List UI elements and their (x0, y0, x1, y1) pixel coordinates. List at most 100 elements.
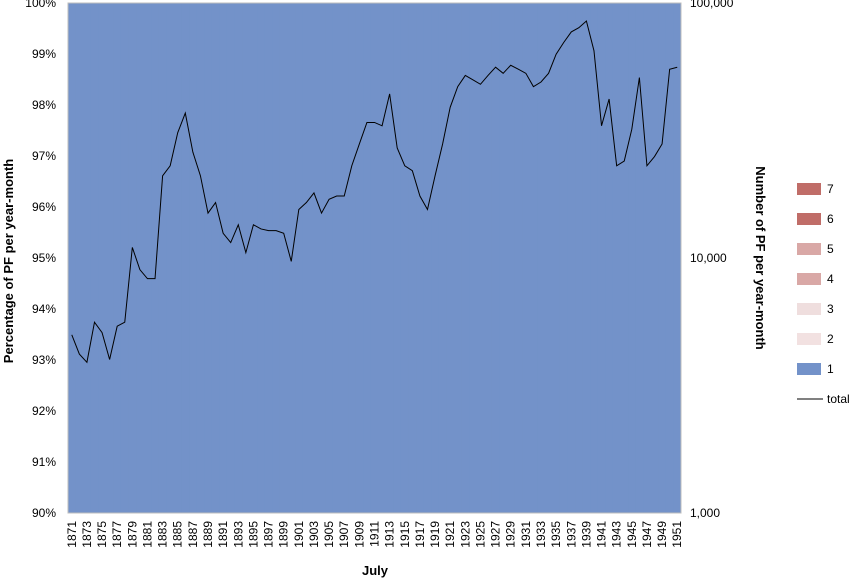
legend-label-total: total (827, 392, 850, 406)
bar-series-1 (355, 3, 364, 513)
bar-series-1 (431, 3, 440, 513)
x-tick-label: 1929 (504, 521, 518, 548)
right-tick-label: 10,000 (690, 251, 727, 265)
x-tick-label: 1933 (534, 521, 548, 548)
legend-swatch-7 (797, 183, 821, 195)
x-tick-label: 1889 (201, 521, 215, 548)
x-tick-label: 1923 (458, 521, 472, 548)
legend-label-6: 6 (827, 212, 834, 226)
bar-series-1 (105, 3, 114, 513)
x-tick-label: 1903 (307, 521, 321, 548)
bar-series-1 (302, 3, 311, 513)
bar-series-1 (673, 3, 682, 513)
x-tick-label: 1875 (95, 521, 109, 548)
bar-series-1 (544, 3, 553, 513)
bar-series-1 (340, 3, 349, 513)
x-tick-label: 1901 (292, 521, 306, 548)
left-tick-label: 92% (32, 404, 56, 418)
right-tick-label: 1,000 (690, 506, 720, 520)
x-tick-label: 1885 (171, 521, 185, 548)
bar-series-1 (575, 3, 584, 513)
bar-series-1 (438, 3, 447, 513)
bar-series-1 (204, 3, 213, 513)
legend-label-2: 2 (827, 332, 834, 346)
bar-series-1 (151, 3, 160, 513)
x-tick-label: 1887 (186, 521, 200, 548)
bar-series-1 (249, 3, 258, 513)
bar-series-1 (491, 3, 500, 513)
bar-series-1 (348, 3, 356, 513)
bar-series-1 (219, 3, 228, 513)
bar-series-1 (469, 3, 478, 513)
legend-swatch-2 (797, 333, 821, 345)
bar-series-1 (643, 3, 652, 513)
bar-series-1 (363, 3, 372, 513)
bar-series-1 (90, 3, 99, 513)
x-tick-label: 1883 (156, 521, 170, 548)
x-tick-label: 1877 (110, 521, 124, 548)
x-tick-label: 1899 (277, 521, 291, 548)
bar-series-1 (310, 3, 319, 513)
bar-series-1 (279, 3, 288, 513)
bar-series-1 (559, 3, 568, 513)
plot-border (67, 2, 682, 514)
bar-series-1 (257, 3, 266, 513)
bar-series-1 (158, 3, 167, 513)
legend-swatch-4 (797, 273, 821, 285)
left-tick-label: 100% (25, 0, 56, 10)
bar-series-1 (605, 3, 614, 513)
left-tick-label: 97% (32, 149, 56, 163)
right-axis-ticks: 1,000 10,000 100,000 (690, 0, 734, 520)
bar-series-1 (612, 3, 621, 513)
bar-series-1 (189, 3, 198, 513)
x-tick-label: 1925 (474, 521, 488, 548)
left-tick-label: 90% (32, 506, 56, 520)
bar-series-1 (567, 3, 576, 513)
x-tick-label: 1927 (489, 521, 503, 548)
bar-series-1 (136, 3, 145, 513)
y-axis-title-right: Number of PF per year-month (753, 166, 768, 350)
bar-series-1 (385, 3, 394, 513)
x-tick-label: 1941 (595, 521, 609, 548)
legend: 7 6 5 4 3 2 1 total (797, 182, 850, 406)
bar-series-1 (317, 3, 326, 513)
bar-series-1 (552, 3, 561, 513)
bar-series-1 (196, 3, 205, 513)
x-tick-label: 1893 (231, 521, 245, 548)
x-tick-label: 1911 (368, 521, 382, 547)
bar-series-1 (75, 3, 84, 513)
x-tick-label: 1939 (579, 521, 593, 548)
x-tick-label: 1935 (549, 521, 563, 548)
left-tick-label: 99% (32, 47, 56, 61)
x-tick-label: 1881 (141, 521, 155, 548)
bar-series-1 (211, 3, 220, 513)
bar-series-1 (590, 3, 599, 513)
bar-series-1 (446, 3, 455, 513)
bar-series-1 (120, 3, 129, 513)
bar-series-1 (393, 3, 402, 513)
legend-swatch-1 (797, 363, 821, 375)
bar-series-1 (484, 3, 493, 513)
bar-series-1 (98, 3, 107, 513)
bar-series-1 (181, 3, 190, 513)
x-tick-label: 1907 (337, 521, 351, 548)
bar-series-1 (378, 3, 387, 513)
x-tick-label: 1871 (65, 521, 79, 548)
bar-series-1 (529, 3, 538, 513)
bar-series-1 (83, 3, 92, 513)
bar-series-1 (68, 3, 76, 513)
bar-series-1 (423, 3, 432, 513)
x-tick-label: 1931 (519, 521, 533, 548)
bar-series-1 (597, 3, 606, 513)
bar-series-1 (453, 3, 462, 513)
legend-label-5: 5 (827, 242, 834, 256)
bar-series-1 (166, 3, 175, 513)
bar-series-1 (506, 3, 515, 513)
bar-series-1 (514, 3, 523, 513)
legend-swatch-5 (797, 243, 821, 255)
x-tick-label: 1879 (125, 521, 139, 548)
total-line (71, 20, 678, 364)
legend-label-1: 1 (827, 362, 834, 376)
bar-series-1 (628, 3, 636, 513)
x-axis-title: July (362, 563, 389, 578)
